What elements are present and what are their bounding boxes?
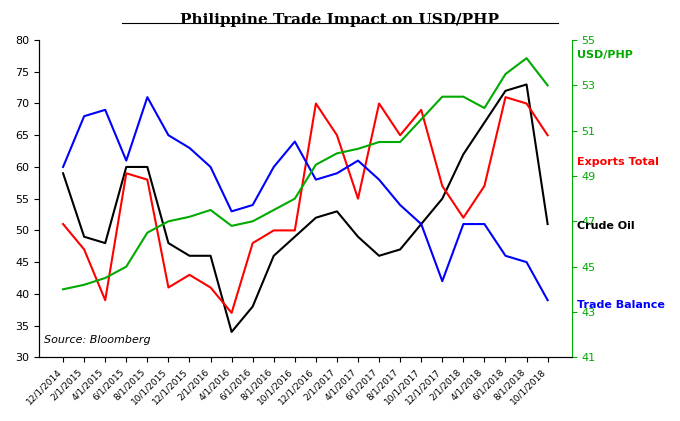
Text: Philippine Trade Impact on USD/PHP: Philippine Trade Impact on USD/PHP <box>180 13 500 27</box>
Text: Source: Bloomberg: Source: Bloomberg <box>44 335 151 345</box>
Text: Exports Total: Exports Total <box>577 157 659 168</box>
Text: USD/PHP: USD/PHP <box>577 50 633 59</box>
Text: Trade Balance: Trade Balance <box>577 300 665 310</box>
Text: Crude Oil: Crude Oil <box>577 221 635 231</box>
